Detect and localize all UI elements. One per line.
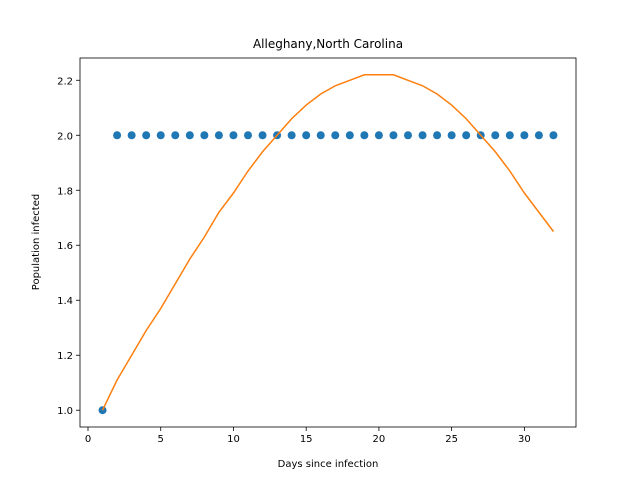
y-tick-label: 2.2 xyxy=(57,76,73,87)
point xyxy=(389,131,398,140)
point xyxy=(447,131,456,140)
point xyxy=(316,131,325,140)
point xyxy=(302,131,311,140)
x-tick-label: 5 xyxy=(158,434,164,445)
point xyxy=(258,131,267,140)
plot-frame xyxy=(79,57,577,428)
x-tick-label: 25 xyxy=(445,434,458,445)
line xyxy=(101,74,555,411)
point xyxy=(433,131,442,140)
point xyxy=(505,131,514,140)
point xyxy=(214,131,223,140)
y-tick-label: 1.0 xyxy=(57,406,73,417)
y-tick-label: 1.8 xyxy=(57,186,73,197)
point xyxy=(200,131,209,140)
y-tick-label: 2.0 xyxy=(57,131,73,142)
point xyxy=(404,131,412,140)
point xyxy=(244,131,252,140)
point xyxy=(345,131,354,140)
y-tick-label: 1.6 xyxy=(57,241,73,252)
point xyxy=(127,131,136,140)
point xyxy=(156,131,165,140)
point xyxy=(374,131,383,140)
point xyxy=(360,131,369,140)
point xyxy=(142,131,151,140)
point xyxy=(229,131,238,140)
x-axis-label: Days since infection xyxy=(278,459,379,470)
point xyxy=(549,131,558,140)
point xyxy=(171,131,180,140)
x-tick-label: 10 xyxy=(227,434,240,445)
x-tick-label: 15 xyxy=(300,434,313,445)
point xyxy=(418,131,427,140)
point xyxy=(113,131,122,140)
x-tick-label: 30 xyxy=(518,434,531,445)
point xyxy=(491,131,500,140)
point xyxy=(534,131,543,140)
point xyxy=(462,131,471,140)
point xyxy=(287,131,296,140)
point xyxy=(185,131,194,140)
y-tick-label: 1.4 xyxy=(57,296,73,307)
y-tick-label: 1.2 xyxy=(57,351,73,362)
x-tick-label: 0 xyxy=(85,434,91,445)
point xyxy=(331,131,340,140)
y-axis-label: Population infected xyxy=(31,194,42,290)
x-tick-label: 20 xyxy=(373,434,386,445)
point xyxy=(520,131,529,140)
chart-title: Alleghany,North Carolina xyxy=(253,37,403,51)
